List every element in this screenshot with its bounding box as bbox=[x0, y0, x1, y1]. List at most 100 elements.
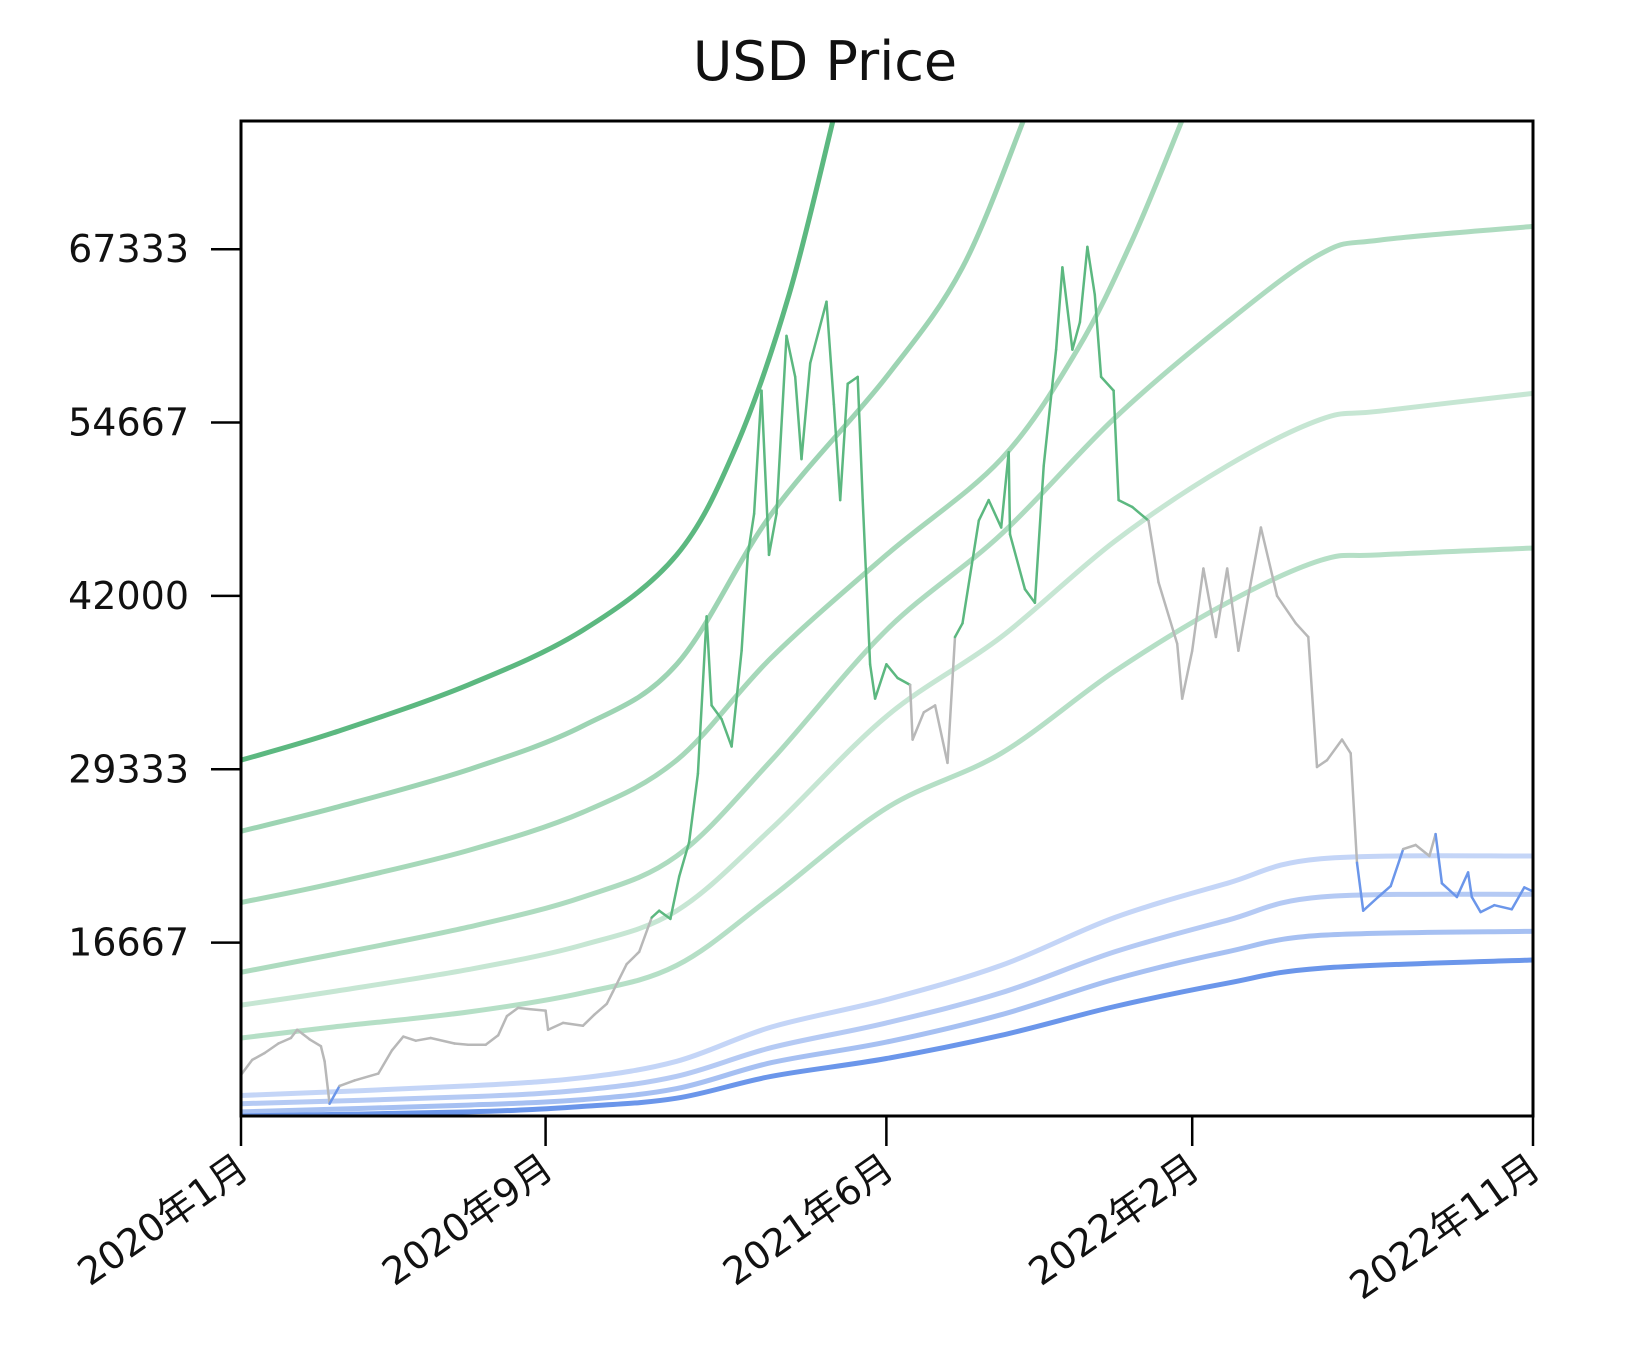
price-segment bbox=[832, 403, 842, 502]
price-segment bbox=[529, 1007, 547, 1012]
price-segment bbox=[885, 663, 899, 680]
price-segment bbox=[677, 841, 691, 878]
price-segment bbox=[808, 300, 828, 365]
price-segment bbox=[625, 950, 641, 966]
band-line-9 bbox=[241, 928, 1533, 1115]
x-tick-label: 2021年6月 bbox=[715, 1145, 902, 1294]
y-tick-label: 42000 bbox=[68, 574, 189, 618]
price-segment bbox=[1131, 505, 1150, 522]
x-tick-label: 2022年2月 bbox=[1021, 1145, 1208, 1294]
price-segment bbox=[868, 663, 877, 700]
price-segment bbox=[977, 498, 990, 522]
price-segment bbox=[696, 615, 708, 776]
rainbow-bands bbox=[241, 121, 1533, 1116]
price-segment bbox=[1275, 594, 1298, 625]
price-segment bbox=[1214, 567, 1229, 639]
price-segment bbox=[1315, 758, 1329, 769]
price-segment bbox=[1033, 464, 1045, 605]
price-segment bbox=[669, 875, 681, 921]
price-segment bbox=[1294, 622, 1310, 639]
price-segment bbox=[1434, 832, 1444, 885]
price-segment bbox=[760, 389, 771, 557]
price-segment bbox=[319, 1044, 326, 1063]
price-segment bbox=[546, 1021, 565, 1032]
x-tick-label: 2020年9月 bbox=[374, 1145, 561, 1294]
price-segment bbox=[1054, 266, 1064, 351]
price-segment bbox=[933, 704, 949, 765]
price-segment bbox=[241, 1058, 254, 1077]
price-segment bbox=[720, 717, 733, 748]
price-segment bbox=[1190, 567, 1205, 652]
x-axis: 2020年1月 2020年9月 2021年6月 2022年2月 2022年11月 bbox=[70, 1116, 1548, 1308]
price-segment bbox=[637, 916, 653, 954]
price-segment bbox=[390, 1035, 405, 1052]
price-segment bbox=[1225, 567, 1240, 652]
price-segment bbox=[1237, 526, 1263, 652]
y-tick-label: 54667 bbox=[68, 401, 189, 445]
price-segment bbox=[793, 375, 803, 461]
price-segment bbox=[1455, 871, 1470, 899]
price-segment bbox=[775, 334, 788, 516]
price-segment bbox=[277, 1036, 293, 1045]
price-segment bbox=[911, 711, 926, 741]
price-segment bbox=[505, 1006, 520, 1018]
price-segment bbox=[323, 1060, 331, 1105]
price-segment bbox=[414, 1036, 432, 1042]
band-line-4 bbox=[241, 223, 1533, 975]
price-segment bbox=[1428, 832, 1437, 858]
price-segment bbox=[896, 676, 912, 687]
price-segment bbox=[1355, 861, 1365, 912]
price-segment bbox=[657, 909, 672, 921]
band-line-1 bbox=[241, 121, 836, 763]
price-segment bbox=[1112, 389, 1120, 502]
price-segment bbox=[1414, 843, 1431, 858]
price-segment bbox=[856, 375, 864, 502]
price-segment bbox=[605, 990, 615, 1006]
price-segment bbox=[922, 704, 937, 714]
band-line-2 bbox=[241, 121, 1026, 834]
price-segment bbox=[263, 1042, 280, 1055]
price-segment bbox=[999, 450, 1010, 529]
price-segment bbox=[544, 1009, 550, 1032]
price-segment bbox=[561, 1021, 585, 1027]
y-tick-label: 29333 bbox=[68, 747, 189, 791]
price-segment bbox=[1078, 245, 1089, 324]
price-segment bbox=[1180, 649, 1194, 700]
y-axis: 16667 29333 42000 54667 67333 bbox=[68, 227, 241, 965]
price-segment bbox=[767, 512, 778, 557]
price-segment bbox=[1510, 886, 1526, 911]
price-segment bbox=[377, 1049, 394, 1075]
price-segment bbox=[873, 663, 888, 700]
price-segment bbox=[946, 635, 957, 765]
price-segment bbox=[752, 389, 763, 516]
price-segment bbox=[987, 498, 1003, 529]
price-segment bbox=[1023, 587, 1037, 605]
price-segment bbox=[353, 1072, 380, 1082]
price-segment bbox=[705, 615, 713, 707]
price-segment bbox=[650, 909, 661, 919]
price-segment bbox=[1466, 871, 1474, 899]
price-segment bbox=[1117, 498, 1134, 509]
price-segment bbox=[250, 1051, 266, 1062]
x-tick-label: 2020年1月 bbox=[70, 1145, 257, 1294]
price-segment bbox=[961, 519, 981, 625]
price-segment bbox=[785, 334, 797, 379]
price-segment bbox=[1361, 895, 1380, 912]
price-segment bbox=[1259, 526, 1279, 598]
chart-title: USD Price bbox=[693, 30, 957, 93]
price-segment bbox=[1349, 752, 1359, 865]
price-segment bbox=[740, 553, 750, 652]
price-line bbox=[241, 245, 1533, 1105]
price-segment bbox=[1376, 884, 1392, 899]
price-segment bbox=[1440, 882, 1459, 899]
price-segment bbox=[338, 1079, 356, 1088]
price-segment bbox=[825, 300, 836, 406]
price-segment bbox=[453, 1042, 470, 1047]
price-segment bbox=[1479, 903, 1496, 914]
price-segment bbox=[908, 683, 914, 741]
price-segment bbox=[1202, 567, 1218, 639]
price-segment bbox=[429, 1036, 456, 1045]
price-segment bbox=[1175, 642, 1184, 700]
price-segment bbox=[496, 1014, 509, 1037]
price-segment bbox=[746, 512, 756, 557]
